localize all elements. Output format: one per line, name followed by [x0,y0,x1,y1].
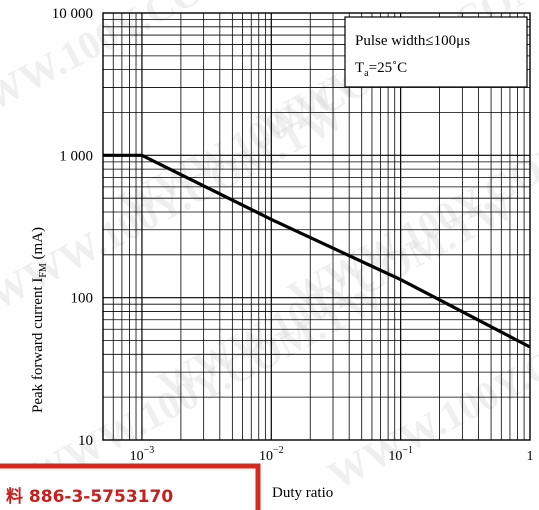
y-tick-label: 10 [78,433,93,449]
x-tick-exponent: −1 [402,445,413,456]
footer-stamp-border [0,463,261,510]
legend-background [344,16,528,88]
x-tick-label: 10−2 [259,445,284,464]
x-tick-label: 1 [527,449,534,464]
legend-temperature-sub: a [364,68,369,79]
x-tick-label: 10−3 [130,445,155,464]
x-tick-base: 10 [130,449,144,464]
x-tick-label: 10−1 [388,445,413,464]
legend-temperature-value: =25˚C [369,60,407,76]
legend-box: Pulse width≤100μs Ta=25˚C [344,16,528,88]
x-tick-base: 10 [259,449,273,464]
y-tick-label: 100 [71,291,94,307]
legend-temperature-symbol: T [355,60,364,76]
y-axis-title-unit: (mA) [30,227,46,263]
x-tick-base: 1 [527,449,534,464]
y-axis-title-main: Peak forward current I [30,278,46,413]
y-axis-title-sub: FM [38,263,49,278]
footer-stamp-text: 料 886-3-5753170 [6,486,173,507]
y-axis-title: Peak forward current IFM (mA) [30,227,49,413]
legend-pulse-width: Pulse width≤100μs [355,33,470,49]
x-tick-exponent: −2 [273,445,284,456]
series-line [103,153,531,349]
series [103,153,531,349]
footer-stamp: 料 886-3-5753170 [0,463,261,510]
plot-frame [102,12,531,441]
y-tick-label: 1 000 [59,148,93,164]
grid [103,13,530,440]
x-tick-base: 10 [388,449,402,464]
x-axis-title: Duty ratio [272,485,333,501]
legend-temperature: Ta=25˚C [355,60,407,79]
y-tick-label: 10 000 [52,6,93,22]
x-tick-exponent: −3 [144,445,155,456]
